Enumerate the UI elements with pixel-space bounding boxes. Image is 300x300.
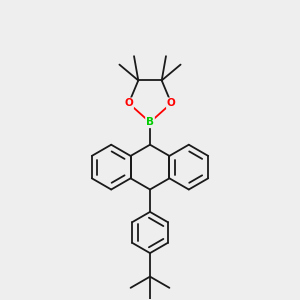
Text: O: O bbox=[124, 98, 133, 108]
Text: B: B bbox=[146, 117, 154, 127]
Text: O: O bbox=[167, 98, 176, 108]
